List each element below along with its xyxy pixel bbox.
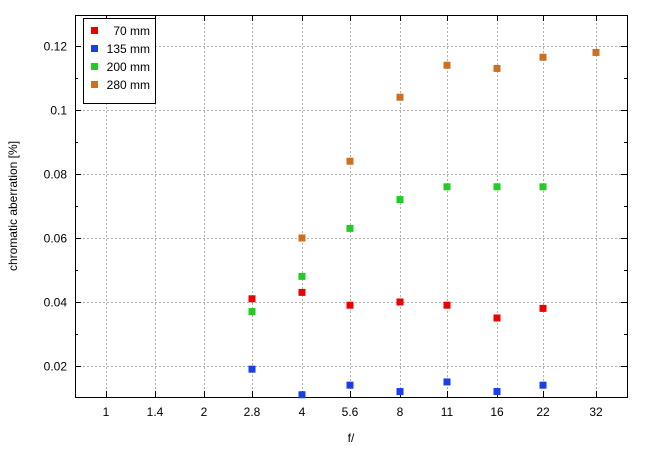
x-tick-label: 16: [490, 405, 504, 419]
x-tick-label: 8: [397, 405, 404, 419]
data-point-200-mm: [248, 308, 256, 316]
data-point-280-mm: [539, 53, 547, 61]
data-point-135-mm: [346, 381, 354, 389]
x-tick-label: 2.8: [244, 405, 261, 419]
data-point-200-mm: [539, 183, 547, 191]
legend-label: 200 mm: [107, 60, 150, 74]
data-point-280-mm: [346, 157, 354, 165]
data-point-70-mm: [493, 314, 501, 322]
grid: [75, 15, 627, 397]
legend: 70 mm 135 mm 200 mm 280 mm: [83, 18, 156, 104]
legend-swatch: [91, 63, 98, 70]
data-point-70-mm: [443, 301, 451, 309]
data-points: [248, 48, 600, 399]
x-tick-label: 1.4: [147, 405, 164, 419]
y-tick-label: 0.12: [44, 40, 68, 54]
x-tick-label: 5.6: [342, 405, 359, 419]
data-point-70-mm: [396, 298, 404, 306]
legend-swatch: [91, 81, 98, 88]
legend-swatch: [91, 27, 98, 34]
data-point-70-mm: [346, 301, 354, 309]
axis-ticks: 1 1.4 2 2.8 4 5.6 8 11 16 22 32 0.02 0.04 0.06 0.08 0.1…: [44, 15, 627, 419]
data-point-135-mm: [539, 381, 547, 389]
legend-label: 70 mm: [113, 24, 150, 38]
x-tick-label: 4: [299, 405, 306, 419]
y-tick-label: 0.04: [44, 296, 68, 310]
data-point-135-mm: [248, 365, 256, 373]
legend-label: 280 mm: [107, 78, 150, 92]
x-tick-label: 2: [201, 405, 208, 419]
y-tick-label: 0.02: [44, 360, 68, 374]
data-point-280-mm: [396, 93, 404, 101]
data-point-135-mm: [396, 388, 404, 396]
x-tick-label: 11: [441, 405, 454, 419]
data-point-280-mm: [493, 64, 501, 72]
x-tick-label: 22: [536, 405, 550, 419]
data-point-200-mm: [298, 272, 306, 280]
y-axis-label: chromatic aberration [%]: [6, 141, 20, 271]
data-point-135-mm: [443, 378, 451, 386]
plot-area: [75, 15, 628, 398]
data-point-200-mm: [493, 183, 501, 191]
data-point-200-mm: [396, 196, 404, 204]
data-point-280-mm: [592, 48, 600, 56]
x-tick-label: 32: [589, 405, 603, 419]
data-point-200-mm: [443, 183, 451, 191]
x-tick-label: 1: [103, 405, 110, 419]
data-point-70-mm: [298, 288, 306, 296]
y-tick-label: 0.08: [44, 168, 68, 182]
data-point-70-mm: [539, 304, 547, 312]
data-point-280-mm: [443, 61, 451, 69]
x-axis-label: f/: [348, 431, 355, 445]
data-point-280-mm: [298, 234, 306, 242]
data-point-135-mm: [298, 391, 306, 399]
legend-swatch: [91, 45, 98, 52]
data-point-200-mm: [346, 224, 354, 232]
y-tick-label: 0.1: [50, 104, 67, 118]
legend-label: 135 mm: [107, 42, 150, 56]
data-point-135-mm: [493, 388, 501, 396]
y-tick-label: 0.06: [44, 232, 68, 246]
data-point-70-mm: [248, 295, 256, 303]
